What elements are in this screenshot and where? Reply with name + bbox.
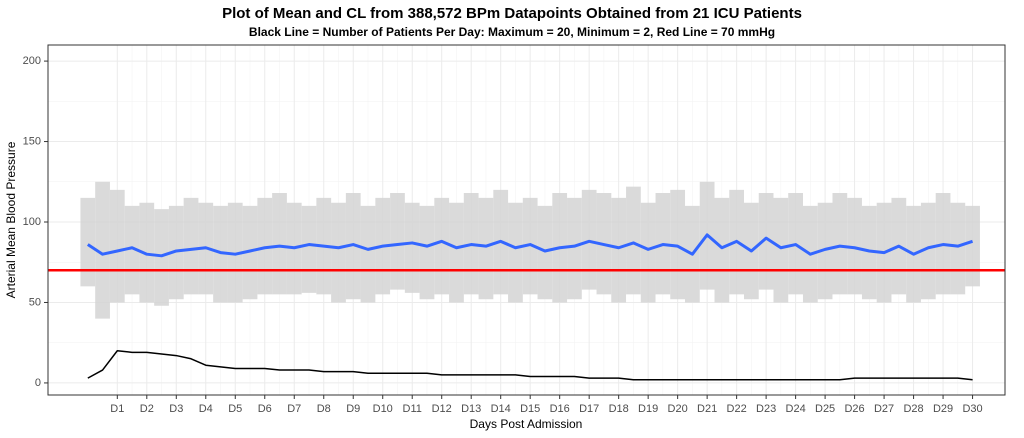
x-tick-label: D19 (638, 403, 658, 415)
x-tick-label: D18 (609, 403, 629, 415)
x-tick-label: D30 (962, 403, 982, 415)
x-tick-label: D3 (169, 403, 183, 415)
patients-line (87, 349, 973, 381)
x-tick-label: D13 (461, 403, 481, 415)
y-tick-label: 200 (23, 55, 41, 67)
x-tick-label: D7 (287, 403, 301, 415)
x-tick-label: D1 (110, 403, 124, 415)
x-tick-label: D21 (697, 403, 717, 415)
x-tick-label: D26 (844, 403, 864, 415)
mean-line (86, 233, 974, 258)
x-tick-label: D12 (432, 403, 452, 415)
x-tick-label: D14 (491, 403, 511, 415)
y-axis-label: Arterial Mean Blood Pressure (4, 141, 18, 298)
x-tick-label: D9 (346, 403, 360, 415)
x-tick-label: D6 (258, 403, 272, 415)
x-tick-label: D15 (520, 403, 540, 415)
x-tick-label: D25 (815, 403, 835, 415)
x-tick-label: D5 (228, 403, 242, 415)
y-tick-label: 50 (29, 296, 41, 308)
x-tick-label: D20 (668, 403, 688, 415)
x-tick-label: D27 (874, 403, 894, 415)
x-tick-label: D11 (403, 403, 422, 415)
x-tick-label: D29 (933, 403, 953, 415)
x-axis-label: Days Post Admission (470, 417, 583, 431)
x-tick-label: D8 (317, 403, 331, 415)
y-tick-label: 100 (23, 216, 41, 228)
y-tick-label: 150 (23, 135, 41, 147)
x-tick-label: D4 (199, 403, 213, 415)
x-tick-label: D22 (727, 403, 747, 415)
x-tick-label: D16 (550, 403, 570, 415)
y-tick-label: 0 (35, 377, 41, 389)
x-tick-label: D17 (579, 403, 599, 415)
x-tick-label: D23 (756, 403, 776, 415)
x-tick-label: D10 (373, 403, 393, 415)
x-tick-label: D24 (786, 403, 806, 415)
plot-border (47, 44, 1006, 396)
chart-subtitle: Black Line = Number of Patients Per Day:… (249, 25, 775, 39)
x-tick-label: D28 (903, 403, 923, 415)
x-tick-label: D2 (140, 403, 154, 415)
chart-title: Plot of Mean and CL from 388,572 BPm Dat… (222, 5, 802, 22)
